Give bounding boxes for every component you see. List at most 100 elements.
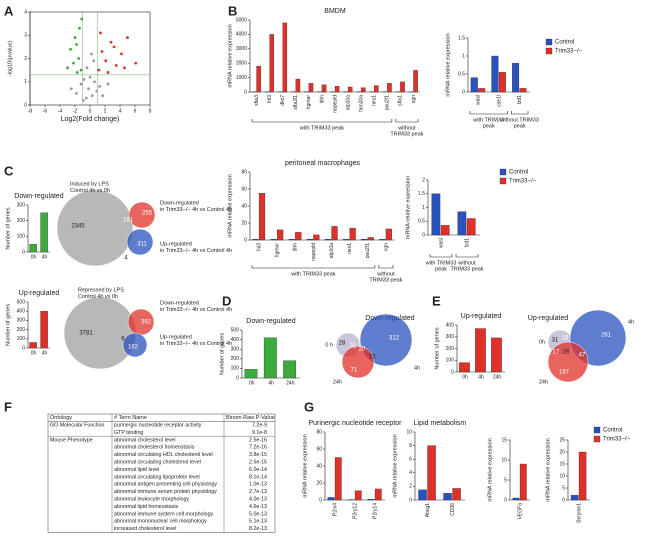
table-cell: abnormal lipid level xyxy=(114,467,159,473)
table-cell: 4.6e-13 xyxy=(249,504,267,510)
legend-label: Control xyxy=(509,170,528,176)
legend-label: Trim33−/− xyxy=(509,179,537,185)
table-cell: 5.0e-13 xyxy=(249,511,267,517)
x-tick-label: dkz7 xyxy=(280,95,286,106)
table-cell: abnormal leukocyte morphology xyxy=(114,497,189,503)
bar xyxy=(374,85,379,93)
point xyxy=(90,94,94,98)
legend-swatch xyxy=(545,47,553,55)
point xyxy=(72,61,75,65)
table-cell: abnormal mononuclear cell morphology xyxy=(114,519,207,525)
x-tick-label: wasl xyxy=(476,95,482,105)
y-tick-label: 400 xyxy=(17,309,26,315)
y-tick-label: 3 xyxy=(24,33,27,39)
venn-count: 255 xyxy=(142,211,153,217)
bar xyxy=(367,498,375,501)
point xyxy=(87,87,90,91)
table-cell: Mouse Phenotype xyxy=(50,437,93,443)
bar xyxy=(413,70,418,93)
y-tick-label: 4000 xyxy=(236,32,247,38)
y-tick-label: 10 xyxy=(501,457,507,463)
table-cell: abnormal immune system cell morphology xyxy=(114,511,214,517)
y-tick-label: 25 xyxy=(559,437,565,443)
panel-label: E xyxy=(432,293,441,308)
y-axis-label: mRNA relative expression xyxy=(487,438,493,501)
venn-count: 20 xyxy=(359,347,366,353)
panel-label: F xyxy=(4,399,12,414)
bar xyxy=(475,328,486,373)
y-tick-label: 1000 xyxy=(236,75,247,81)
x-tick-label: dhh xyxy=(319,95,325,104)
bar xyxy=(283,360,297,379)
chart-title: Lipid metabolism xyxy=(414,420,467,427)
y-tick-label: 300 xyxy=(231,347,240,353)
venn-set-label: 4h xyxy=(628,319,634,325)
y-tick-label: 100 xyxy=(17,234,26,240)
y-tick-label: 2 xyxy=(24,56,27,62)
x-tick-label: pou2f1 xyxy=(385,95,391,111)
y-tick-label: 40 xyxy=(316,463,322,469)
legend-label: Trim33−/− xyxy=(603,437,631,443)
group-label: with TRIM33 peak xyxy=(290,271,335,277)
bar xyxy=(269,34,275,93)
x-tick-label: 4h xyxy=(42,350,48,356)
group-bracket xyxy=(378,265,394,269)
y-axis-label: Number of genes xyxy=(5,304,11,346)
table-cell: GTP binding xyxy=(114,430,143,436)
y-tick-label: 3000 xyxy=(236,46,247,52)
group-label: with TRIM33 xyxy=(472,117,504,123)
point xyxy=(109,40,113,44)
x-tick-label: nes1 xyxy=(372,95,378,106)
table-cell: abnormal circulating lipoprotein level xyxy=(114,474,200,480)
y-tick-label: 60 xyxy=(316,446,322,452)
venn-set-label: Repressed by LPS xyxy=(78,287,124,293)
panel-label: G xyxy=(304,399,314,414)
group-label: without xyxy=(397,125,416,131)
venn-set-label: Up-regulated xyxy=(160,241,192,247)
y-tick-label: 2 xyxy=(422,177,425,183)
bar xyxy=(308,83,314,93)
group-label: TRIM33 peak xyxy=(450,266,483,272)
y-tick-label: 20 xyxy=(241,220,247,226)
group-bracket xyxy=(429,254,453,258)
point xyxy=(134,61,138,65)
y-tick-label: 8 xyxy=(409,443,412,449)
point xyxy=(93,80,96,84)
group-label: without TRIM33 xyxy=(499,117,538,123)
y-tick-label: 80 xyxy=(316,429,322,435)
table-header: # Term Name xyxy=(114,415,147,421)
point xyxy=(69,47,72,51)
y-tick-label: 100 xyxy=(446,358,455,364)
group-bracket xyxy=(251,265,376,269)
y-tick-label: 0 xyxy=(504,497,507,503)
table-cell: abnormal circulating HDL cholesterol lev… xyxy=(114,452,213,458)
chart-title: peritoneal macrophages xyxy=(285,160,361,167)
y-tick-label: 1 xyxy=(462,53,465,59)
y-tick-label: 0.5 xyxy=(418,219,425,225)
bar xyxy=(491,55,499,93)
bar xyxy=(427,445,436,501)
y-axis-label: mRNA relative expression xyxy=(227,24,233,87)
y-tick-label: 6 xyxy=(409,457,412,463)
bar xyxy=(361,238,368,241)
venn-set-label: 24h xyxy=(333,379,342,385)
legend-swatch xyxy=(593,426,601,434)
y-axis-label: -log10(pvalue) xyxy=(7,41,13,76)
bar xyxy=(252,238,259,241)
bar xyxy=(519,463,527,501)
x-tick-label: atp10a xyxy=(345,95,351,111)
x-tick-label: 0h xyxy=(462,374,468,380)
x-tick-label: sfta3 xyxy=(254,95,260,106)
venn-count: 162 xyxy=(128,345,139,351)
y-tick-label: 20 xyxy=(559,449,565,455)
y-tick-label: 0 xyxy=(22,249,25,255)
x-tick-label: 24h xyxy=(286,380,295,386)
venn-circle xyxy=(341,345,375,379)
table-cell: purinergic nucleotide receptor activity xyxy=(114,423,202,429)
venn-count: 6 xyxy=(121,337,125,343)
bar xyxy=(347,86,353,93)
venn-circle xyxy=(128,201,156,229)
point xyxy=(99,31,102,35)
point xyxy=(106,82,110,86)
bar xyxy=(466,218,476,236)
